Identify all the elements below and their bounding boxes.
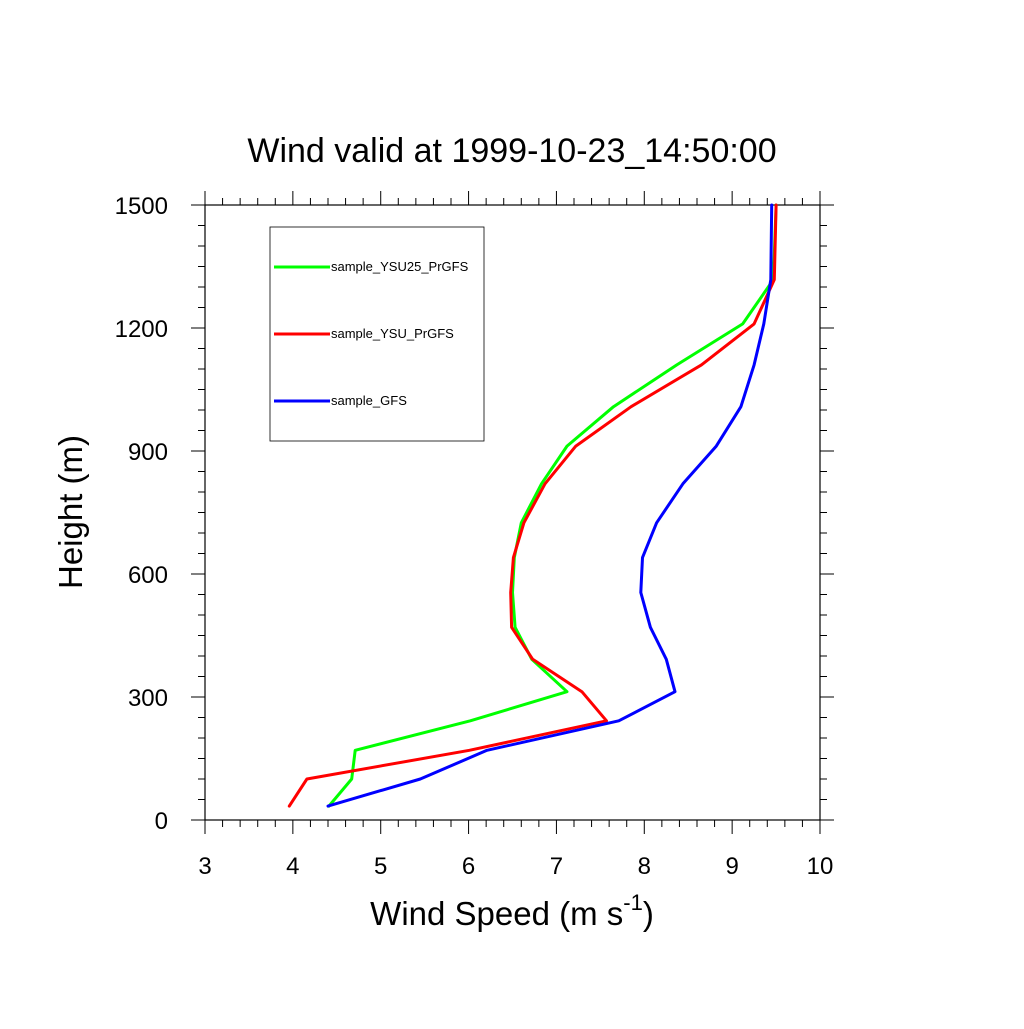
legend-box [269,226,485,442]
y-axis-label: Height (m) [52,435,89,589]
legend-label-1: sample_YSU25_PrGFS [331,259,469,274]
legend: sample_YSU25_PrGFS sample_YSU_PrGFSsample… [269,226,485,442]
legend-label-2: sample_YSU_PrGFS [331,326,454,341]
chart-layer: 3 4 5 6 7 8 9 10 0 300 600 900 1200 1500 sample_YSU25_… [115,191,834,880]
x-tick-label: 8 [638,853,651,880]
x-tick-label: 3 [198,853,211,880]
x-tick-label: 4 [286,853,299,880]
legend-label-3: sample_GFS [331,393,407,408]
x-axis-label-exponent: -1 [623,890,643,915]
x-tick-label: 5 [374,853,387,880]
y-tick-label: 0 [155,808,168,835]
x-tick-label: 6 [462,853,475,880]
x-tick-label: 7 [550,853,563,880]
x-axis-label-main: Wind Speed (m s [370,895,623,932]
x-axis-label: Wind Speed (m s-1) [370,890,654,932]
x-tick-label: 9 [725,853,738,880]
series-line-3 [326,203,774,808]
series-line-2 [287,203,778,808]
y-tick-label: 900 [128,439,168,466]
axis-ticks [191,191,834,834]
x-tick-label: 10 [807,853,834,880]
y-tick-label: 300 [128,685,168,712]
y-tick-label: 600 [128,562,168,589]
chart-title: Wind valid at 1999-10-23_14:50:00 [247,132,776,170]
x-axis-label-suffix: ) [643,895,654,932]
y-tick-label: 1200 [115,316,168,343]
y-tick-label: 1500 [115,193,168,220]
